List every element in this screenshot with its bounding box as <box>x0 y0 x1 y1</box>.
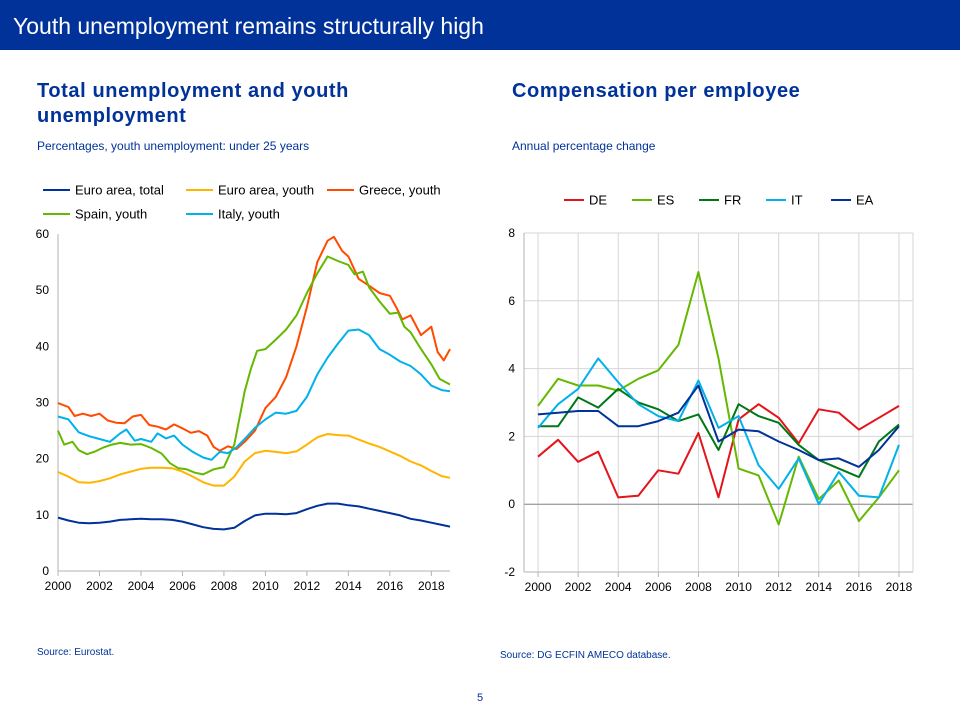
right-chart-source: Source: DG ECFIN AMECO database. <box>500 650 671 661</box>
compensation-legend-label-fr: FR <box>724 193 741 208</box>
right-chart-subtitle: Annual percentage change <box>512 139 656 153</box>
unemployment-x-tick-label: 2010 <box>252 579 279 593</box>
unemployment-legend-label-spain-youth: Spain, youth <box>75 207 147 222</box>
title-banner: Youth unemployment remains structurally … <box>0 0 960 50</box>
compensation-series-fr-line <box>538 387 900 479</box>
unemployment-x-tick-label: 2008 <box>211 579 238 593</box>
unemployment-x-tick-label: 2002 <box>86 579 113 593</box>
left-chart-source: Source: Eurostat. <box>37 647 115 658</box>
left-chart-title: Total unemployment and youth unemploymen… <box>37 79 349 129</box>
compensation-y-tick-label: 0 <box>508 497 515 511</box>
slide-title: Youth unemployment remains structurally … <box>13 13 484 39</box>
compensation-series-ea-line <box>537 384 900 468</box>
unemployment-y-tick-label: 10 <box>36 508 50 522</box>
unemployment-y-tick-label: 60 <box>36 227 50 241</box>
compensation-y-tick-label: 2 <box>508 429 515 443</box>
unemployment-series-greece-youth-line <box>57 235 451 452</box>
left-chart-title-line1: Total unemployment and youth <box>37 80 349 102</box>
unemployment-series-spain-youth-line <box>57 255 451 476</box>
unemployment-x-tick-label: 2006 <box>169 579 196 593</box>
unemployment-series-euro-area-total-line <box>57 502 451 531</box>
compensation-legend-label-it: IT <box>791 193 803 208</box>
compensation-x-tick-label: 2016 <box>846 580 873 594</box>
left-chart-subtitle: Percentages, youth unemployment: under 2… <box>37 139 310 153</box>
unemployment-x-tick-label: 2000 <box>45 579 72 593</box>
compensation-y-tick-label: 8 <box>508 226 515 240</box>
compensation-x-tick-label: 2010 <box>725 580 752 594</box>
compensation-x-tick-label: 2014 <box>805 580 832 594</box>
left-chart-title-line2: unemployment <box>37 105 187 127</box>
unemployment-legend-label-euro-area-total: Euro area, total <box>75 183 164 198</box>
unemployment-y-tick-label: 20 <box>36 452 50 466</box>
compensation-x-tick-label: 2004 <box>605 580 632 594</box>
page-number: 5 <box>476 692 484 704</box>
compensation-legend-label-ea: EA <box>856 193 874 208</box>
unemployment-legend-label-greece-youth: Greece, youth <box>359 183 441 198</box>
compensation-chart: -2 0 2 4 6 8 2000 2002 2004 2006 2008 2010 2012 2014 2… <box>504 193 914 594</box>
unemployment-legend-label-italy-youth: Italy, youth <box>218 207 280 222</box>
unemployment-x-tick-label: 2012 <box>294 579 321 593</box>
unemployment-series-euro-area-youth-line <box>57 433 451 487</box>
compensation-x-tick-label: 2000 <box>525 580 552 594</box>
right-chart-title: Compensation per employee <box>512 80 801 102</box>
compensation-series-es-line <box>537 271 900 526</box>
unemployment-x-tick-label: 2014 <box>335 579 362 593</box>
compensation-y-tick-label: -2 <box>504 565 515 579</box>
compensation-series-it-line <box>537 357 900 506</box>
unemployment-x-tick-label: 2004 <box>128 579 155 593</box>
unemployment-y-tick-label: 50 <box>36 283 50 297</box>
compensation-x-tick-label: 2018 <box>886 580 913 594</box>
compensation-x-tick-label: 2012 <box>765 580 792 594</box>
compensation-x-tick-label: 2006 <box>645 580 672 594</box>
unemployment-x-tick-label: 2018 <box>418 579 445 593</box>
unemployment-x-tick-label: 2016 <box>377 579 404 593</box>
compensation-legend-label-de: DE <box>589 193 607 208</box>
unemployment-y-tick-label: 40 <box>36 339 50 353</box>
unemployment-series-italy-youth-line <box>57 328 451 461</box>
compensation-y-tick-label: 4 <box>508 362 515 376</box>
compensation-legend-label-es: ES <box>657 193 675 208</box>
compensation-y-tick-label: 6 <box>508 294 515 308</box>
unemployment-y-tick-label: 30 <box>36 396 50 410</box>
unemployment-legend-label-euro-area-youth: Euro area, youth <box>218 183 314 198</box>
compensation-x-tick-label: 2008 <box>685 580 712 594</box>
compensation-series-de-line <box>537 403 900 499</box>
unemployment-y-tick-label: 0 <box>42 564 49 578</box>
compensation-x-tick-label: 2002 <box>565 580 592 594</box>
unemployment-chart: 0 10 20 30 40 50 60 2000 2002 2004 2006 2008 2010 201… <box>36 183 451 593</box>
